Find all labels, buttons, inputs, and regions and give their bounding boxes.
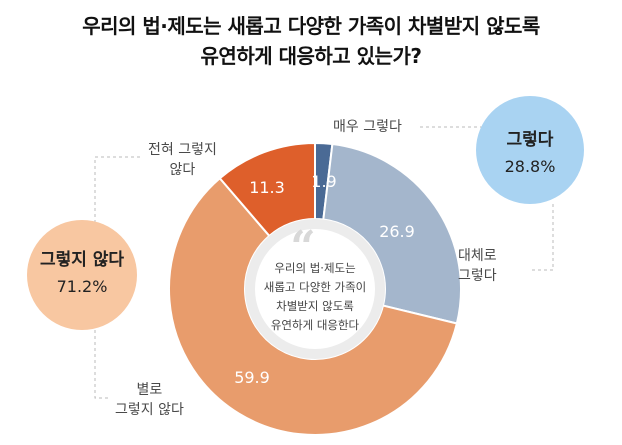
chart-title-line-2: 유연하게 대응하고 있는가? <box>200 44 422 68</box>
slice-value-not-at-all: 11.3 <box>249 178 285 197</box>
label-not-at-all-line-2: 않다 <box>169 162 196 178</box>
inner-core <box>255 229 375 349</box>
center-text-line-3: 차별받지 않도록 <box>276 299 354 313</box>
label-not-really-line-2: 그렇지 않다 <box>115 402 184 418</box>
chart-title-line-1: 우리의 법·제도는 새롭고 다양한 가족이 차별받지 않도록 <box>82 14 540 38</box>
label-not-at-all-line-1: 전혀 그렇지 <box>148 142 217 158</box>
slice-mostly-yes <box>322 142 462 325</box>
label-not-really: 별로 그렇지 않다 <box>115 380 184 420</box>
center-text-line-4: 유연하게 대응한다 <box>271 318 360 332</box>
summary-yes-bubble <box>476 96 584 204</box>
summary-yes-label: 그렇다 <box>507 130 554 150</box>
slice-value-mostly-yes: 26.9 <box>379 222 415 241</box>
label-not-really-line-1: 별로 <box>136 382 163 398</box>
label-mostly-yes-line-2: 그렇다 <box>458 268 497 284</box>
leader-yes-side <box>530 204 554 271</box>
slice-value-not-really: 59.9 <box>234 368 270 387</box>
leader-no-bottom <box>94 330 110 399</box>
summary-no-value: 71.2% <box>57 277 108 296</box>
summary-no-label: 그렇지 않다 <box>40 250 124 270</box>
label-very-yes: 매우 그렇다 <box>333 119 402 135</box>
center-text-line-1: 우리의 법·제도는 <box>274 261 355 275</box>
label-mostly-yes: 대체로 그렇다 <box>458 246 497 286</box>
center-text-line-2: 새롭고 다양한 가족이 <box>264 280 367 294</box>
label-not-at-all: 전혀 그렇지 않다 <box>148 140 217 180</box>
quote-mark-icon: “ <box>290 222 315 273</box>
slice-value-very-yes: 1.9 <box>311 172 336 191</box>
summary-yes-value: 28.8% <box>505 157 556 176</box>
label-mostly-yes-line-1: 대체로 <box>458 248 497 264</box>
summary-no-bubble <box>27 220 137 330</box>
leader-no-top <box>94 156 140 225</box>
